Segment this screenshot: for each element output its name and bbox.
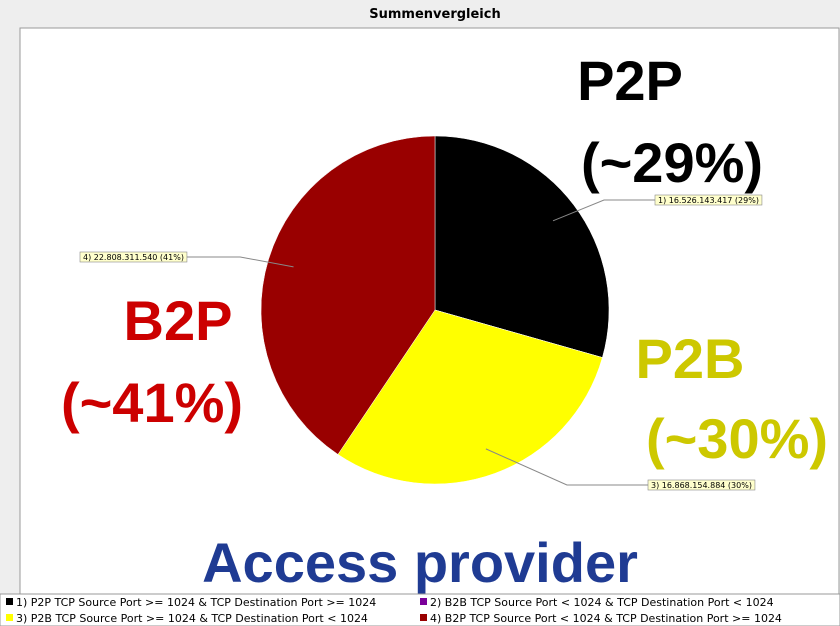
pie-slice bbox=[434, 135, 610, 358]
annotation: P2B bbox=[636, 327, 745, 390]
slice-label: 4) 22.808.311.540 (41%) bbox=[83, 253, 184, 262]
label-connector bbox=[552, 199, 655, 222]
legend-swatch bbox=[420, 614, 427, 621]
annotation: (~29%) bbox=[581, 131, 763, 194]
annotation: (~41%) bbox=[61, 371, 243, 434]
annotation: P2P bbox=[577, 49, 683, 112]
legend-label: 4) B2P TCP Source Port < 1024 & TCP Dest… bbox=[430, 612, 782, 625]
label-connector bbox=[186, 256, 294, 268]
annotation: B2P bbox=[124, 289, 233, 352]
legend-label: 3) P2B TCP Source Port >= 1024 & TCP Des… bbox=[16, 612, 368, 625]
label-connector bbox=[485, 448, 648, 486]
legend-label: 1) P2P TCP Source Port >= 1024 & TCP Des… bbox=[16, 596, 376, 609]
legend-swatch bbox=[6, 598, 13, 605]
legend-swatch bbox=[6, 614, 13, 621]
slice-label: 3) 16.868.154.884 (30%) bbox=[651, 481, 752, 490]
annotation: (~30%) bbox=[646, 407, 828, 470]
annotation: Access provider bbox=[202, 531, 638, 594]
pie-slice bbox=[337, 309, 603, 485]
chart-title: Summenvergleich bbox=[369, 7, 500, 22]
pie-slice bbox=[260, 135, 436, 455]
legend-label: 2) B2B TCP Source Port < 1024 & TCP Dest… bbox=[430, 596, 774, 609]
legend-swatch bbox=[420, 598, 427, 605]
slice-label: 1) 16.526.143.417 (29%) bbox=[658, 196, 759, 205]
